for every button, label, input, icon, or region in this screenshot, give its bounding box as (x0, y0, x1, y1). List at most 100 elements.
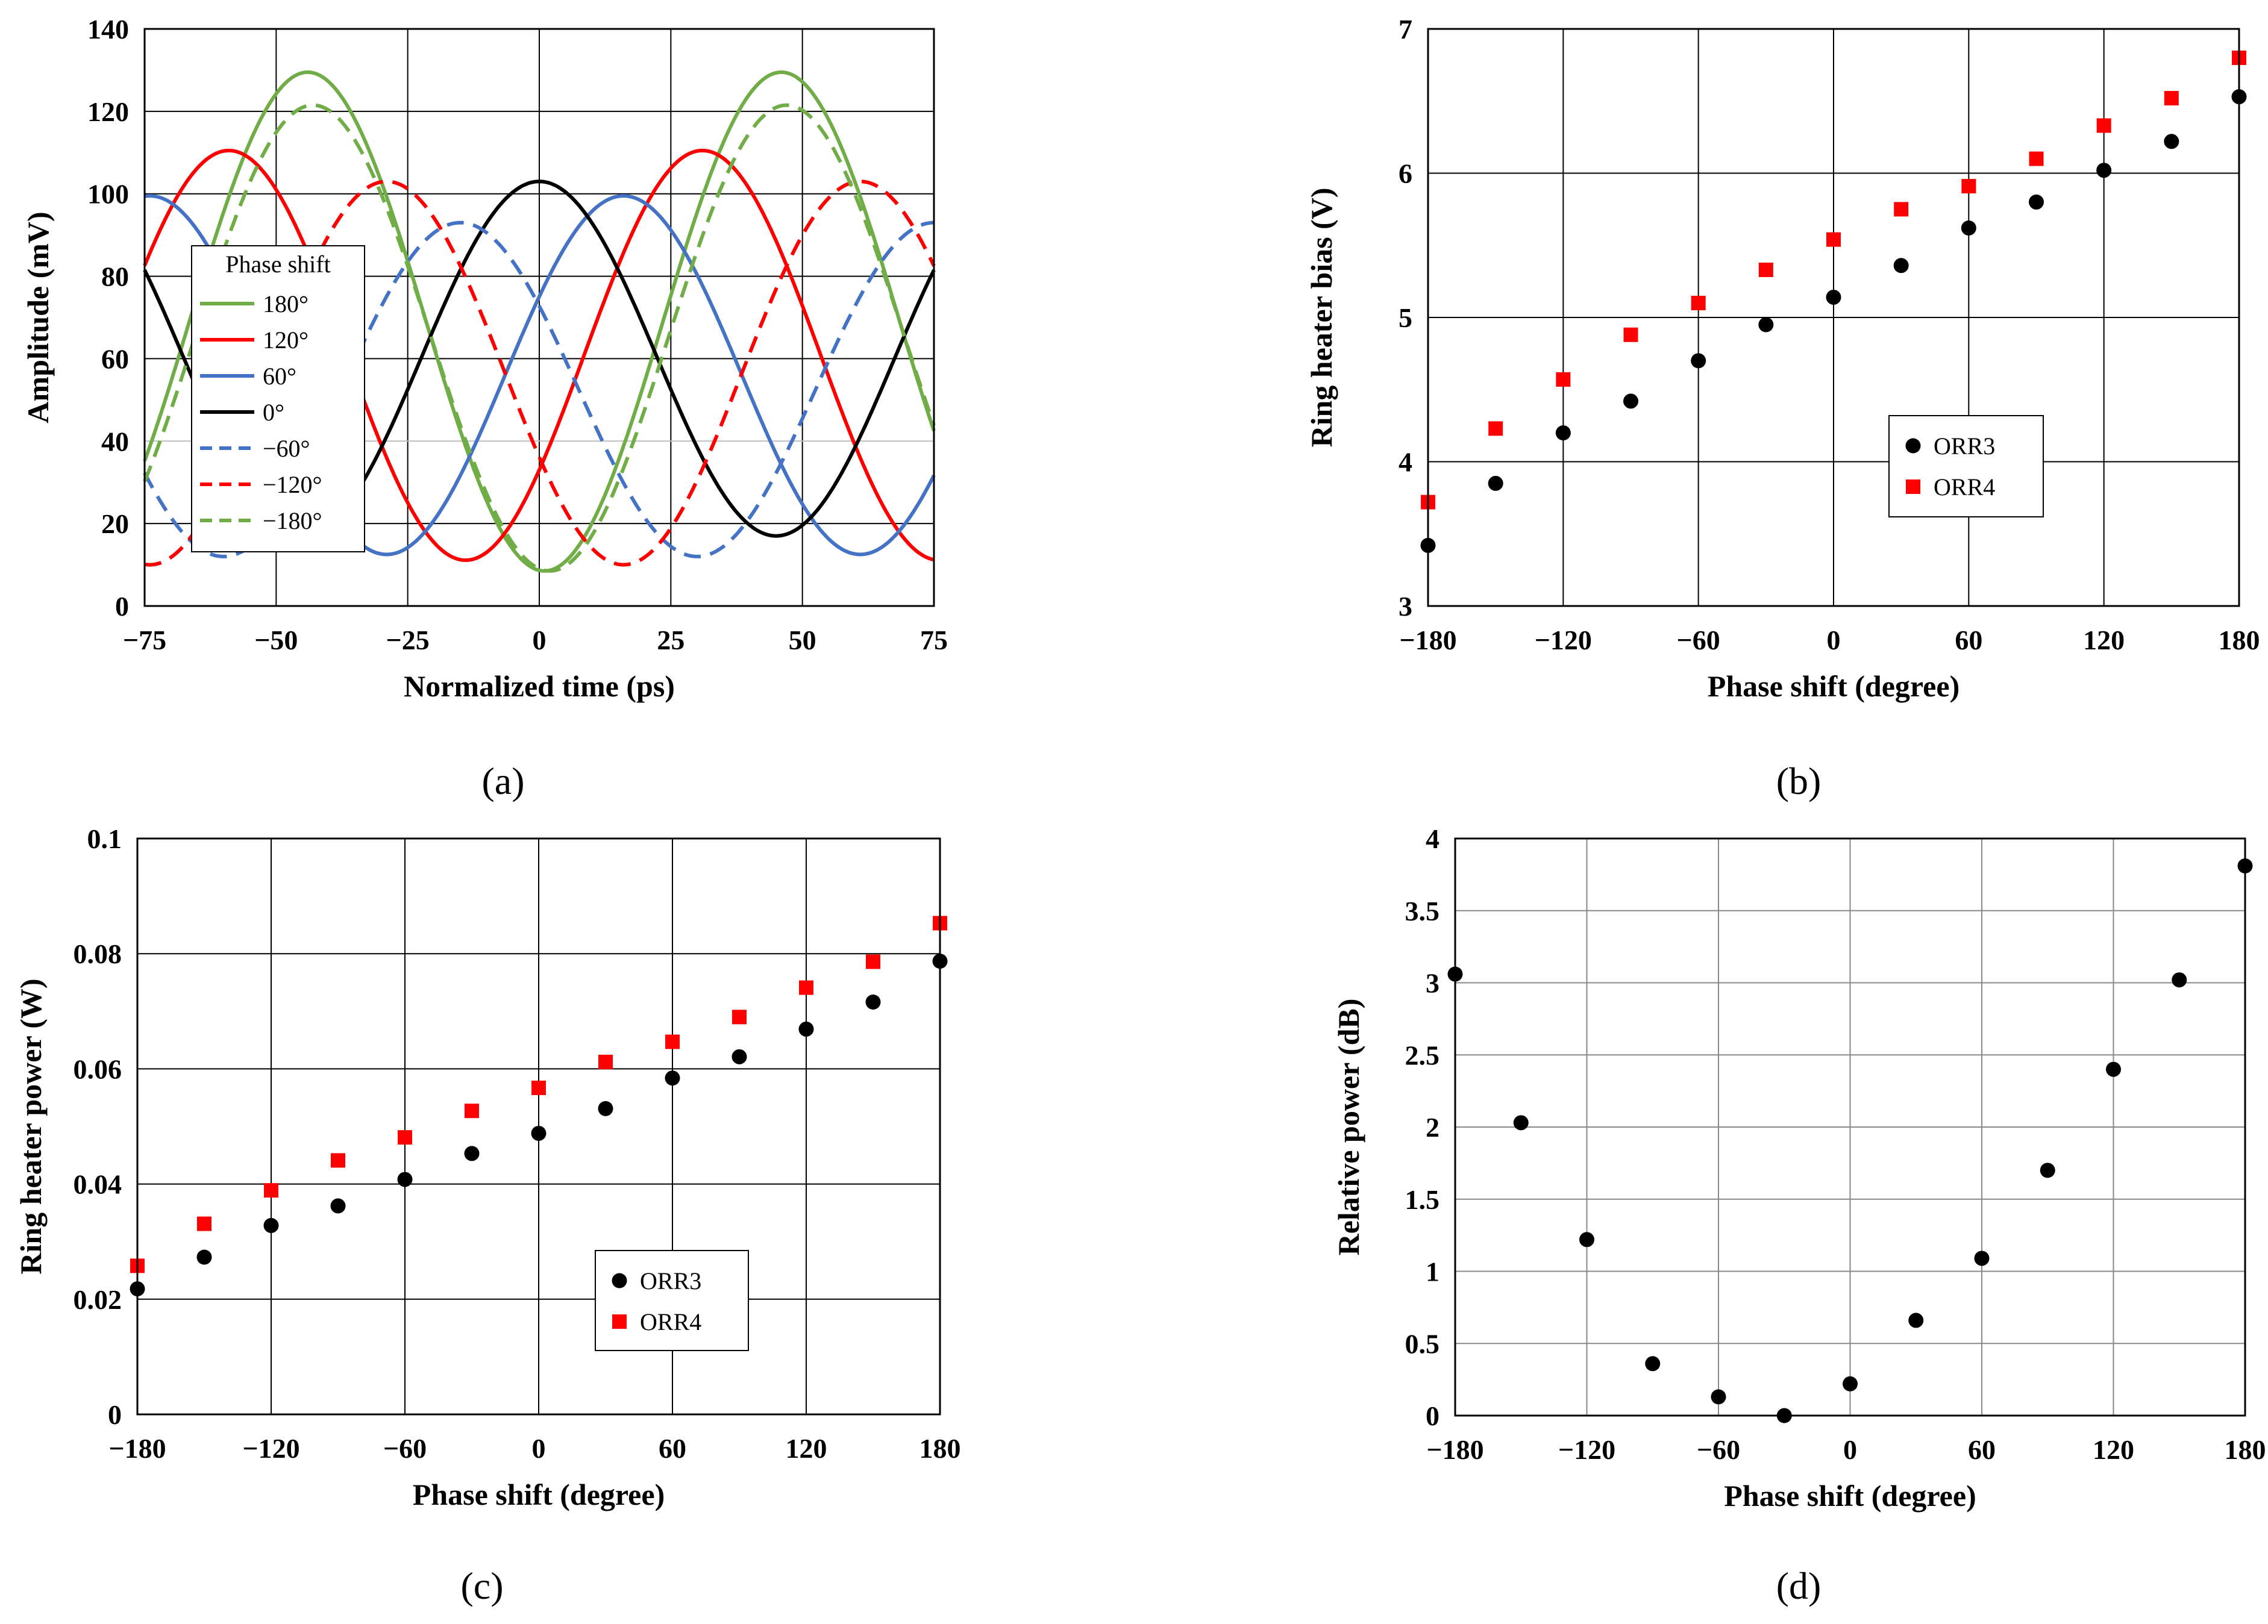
data-point-circle (531, 1125, 547, 1141)
x-tick-label: 75 (920, 625, 948, 655)
y-tick-label: 4 (1399, 447, 1412, 478)
series-line-6 (143, 103, 936, 573)
y-tick-label: 0 (1426, 1401, 1439, 1431)
legend-entry-label: 180° (263, 290, 309, 317)
x-tick-label: 50 (789, 625, 816, 655)
data-point-square (732, 1010, 747, 1025)
data-point-circle (397, 1172, 413, 1187)
y-tick-label: 0.1 (87, 823, 122, 854)
y-tick-label: 100 (87, 179, 129, 210)
data-point-circle (598, 1101, 613, 1116)
data-point-square (665, 1034, 680, 1049)
data-point-square (1894, 202, 1909, 217)
y-tick-label: 140 (87, 14, 129, 45)
y-tick-label: 0 (115, 591, 129, 622)
data-point-square (398, 1130, 412, 1145)
y-tick-label: 1 (1426, 1257, 1439, 1287)
x-tick-label: −180 (108, 1433, 166, 1464)
panel-d-scatter-chart: −180 −120 −60 0 60 120 180 0 0.5 1 1.5 2 2.5 3 3.5 4 Pha… (1332, 823, 2266, 1607)
data-point-circle (464, 1146, 480, 1161)
data-point-circle (1488, 475, 1503, 491)
y-tick-label: 0.04 (74, 1169, 122, 1200)
x-axis-title: Phase shift (degree) (1724, 1479, 1976, 1513)
legend-entry-label: ORR3 (640, 1267, 701, 1295)
y-axis-title: Amplitude (mV) (21, 211, 55, 423)
data-point-square (1961, 179, 1976, 194)
y-tick-label: 20 (101, 508, 129, 539)
y-tick-label: 2 (1426, 1112, 1439, 1143)
x-tick-label: 60 (1968, 1434, 1996, 1465)
y-tick-label: 5 (1399, 302, 1412, 333)
data-point-square (2029, 151, 2044, 166)
data-point-square (2164, 90, 2179, 105)
data-point-circle (1974, 1251, 1990, 1266)
legend-marker-square (612, 1314, 627, 1329)
y-tick-label: 3.5 (1405, 896, 1440, 926)
data-point-square (1488, 421, 1503, 436)
data-point-circle (2106, 1061, 2121, 1077)
legend-entry-label: ORR4 (1934, 473, 1995, 501)
x-axis-title: Phase shift (degree) (1708, 669, 1959, 703)
data-point-circle (1826, 289, 1841, 305)
y-tick-label: 0.08 (74, 938, 122, 969)
data-point-circle (1691, 353, 1706, 369)
legend-marker-square (1906, 479, 1920, 494)
x-tick-label: 0 (1827, 625, 1841, 655)
data-point-circle (2096, 163, 2112, 178)
data-point-square (1758, 262, 1773, 277)
data-point-circle (1961, 220, 1976, 236)
y-axis-title: Relative power (dB) (1332, 999, 1365, 1256)
y-tick-label: 7 (1399, 14, 1412, 45)
data-point-circle (2040, 1163, 2055, 1178)
y-tick-label: 6 (1399, 158, 1412, 189)
data-point-square (331, 1153, 345, 1168)
y-tick-label: 80 (101, 261, 129, 292)
plot-area-frame (1454, 837, 2246, 1417)
series-line-0 (143, 70, 936, 573)
data-point-circle (1711, 1389, 1726, 1405)
x-tick-label: −50 (254, 625, 298, 655)
data-point-square (799, 980, 813, 995)
data-point-square (2096, 118, 2111, 133)
data-point-circle (865, 995, 881, 1010)
x-tick-label: −120 (1558, 1434, 1615, 1465)
y-axis-title: Ring heater power (W) (14, 978, 48, 1274)
data-point-square (197, 1216, 211, 1231)
panel-c-scatter-chart: −180 −120 −60 0 60 120 180 0 0.02 0.04 0.06 0.08 0.1… (14, 823, 961, 1607)
data-point-square (264, 1183, 278, 1198)
data-point-circle (1579, 1232, 1594, 1248)
data-point-circle (1893, 258, 1909, 273)
x-axis-title: Normalized time (ps) (404, 669, 675, 703)
data-point-circle (1513, 1115, 1529, 1131)
x-tick-label: 120 (2093, 1434, 2134, 1465)
x-tick-label: −60 (383, 1433, 427, 1464)
legend-entry-label: −180° (263, 507, 322, 534)
data-point-square (1826, 232, 1841, 247)
panel-a-line-chart: −75 −50 −25 0 25 50 75 0 20 40 60 80 100 120 140 Phase … (21, 14, 948, 802)
panel-label: (b) (1776, 760, 1822, 802)
data-point-circle (2164, 134, 2179, 149)
legend-box (1888, 415, 2044, 517)
x-tick-label: 120 (786, 1433, 827, 1464)
panel-label: (d) (1776, 1564, 1822, 1607)
legend-box (191, 245, 365, 552)
data-point-circle (798, 1021, 814, 1037)
data-point-circle (1908, 1313, 1924, 1328)
legend-entry-label: ORR4 (640, 1308, 701, 1335)
x-tick-label: 180 (919, 1433, 961, 1464)
legend-entry-label: 120° (263, 326, 309, 354)
panel-label: (a) (481, 760, 524, 802)
data-point-circle (2172, 972, 2187, 988)
legend-marker-circle (612, 1273, 627, 1288)
y-tick-label: 4 (1426, 823, 1439, 854)
y-tick-label: 2.5 (1405, 1040, 1440, 1070)
legend-entry-label: 0° (263, 399, 284, 426)
legend-entry-label: 60° (263, 363, 296, 390)
panel-b-scatter-chart: −180 −120 −60 0 60 120 180 3 4 5 6 7 ORR3 ORR4 Phase s… (1305, 14, 2260, 802)
x-axis-title: Phase shift (degree) (413, 1478, 665, 1511)
x-tick-label: −120 (242, 1433, 299, 1464)
legend-marker-circle (1905, 438, 1921, 454)
x-tick-label: −60 (1677, 625, 1720, 655)
legend-entry-label: −60° (263, 435, 310, 462)
